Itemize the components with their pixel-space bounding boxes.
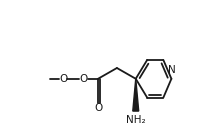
Text: NH₂: NH₂ <box>126 115 146 125</box>
Text: O: O <box>94 103 102 113</box>
Text: O: O <box>79 74 87 84</box>
Polygon shape <box>133 79 139 111</box>
Text: N: N <box>168 65 175 75</box>
Text: O: O <box>59 74 67 84</box>
